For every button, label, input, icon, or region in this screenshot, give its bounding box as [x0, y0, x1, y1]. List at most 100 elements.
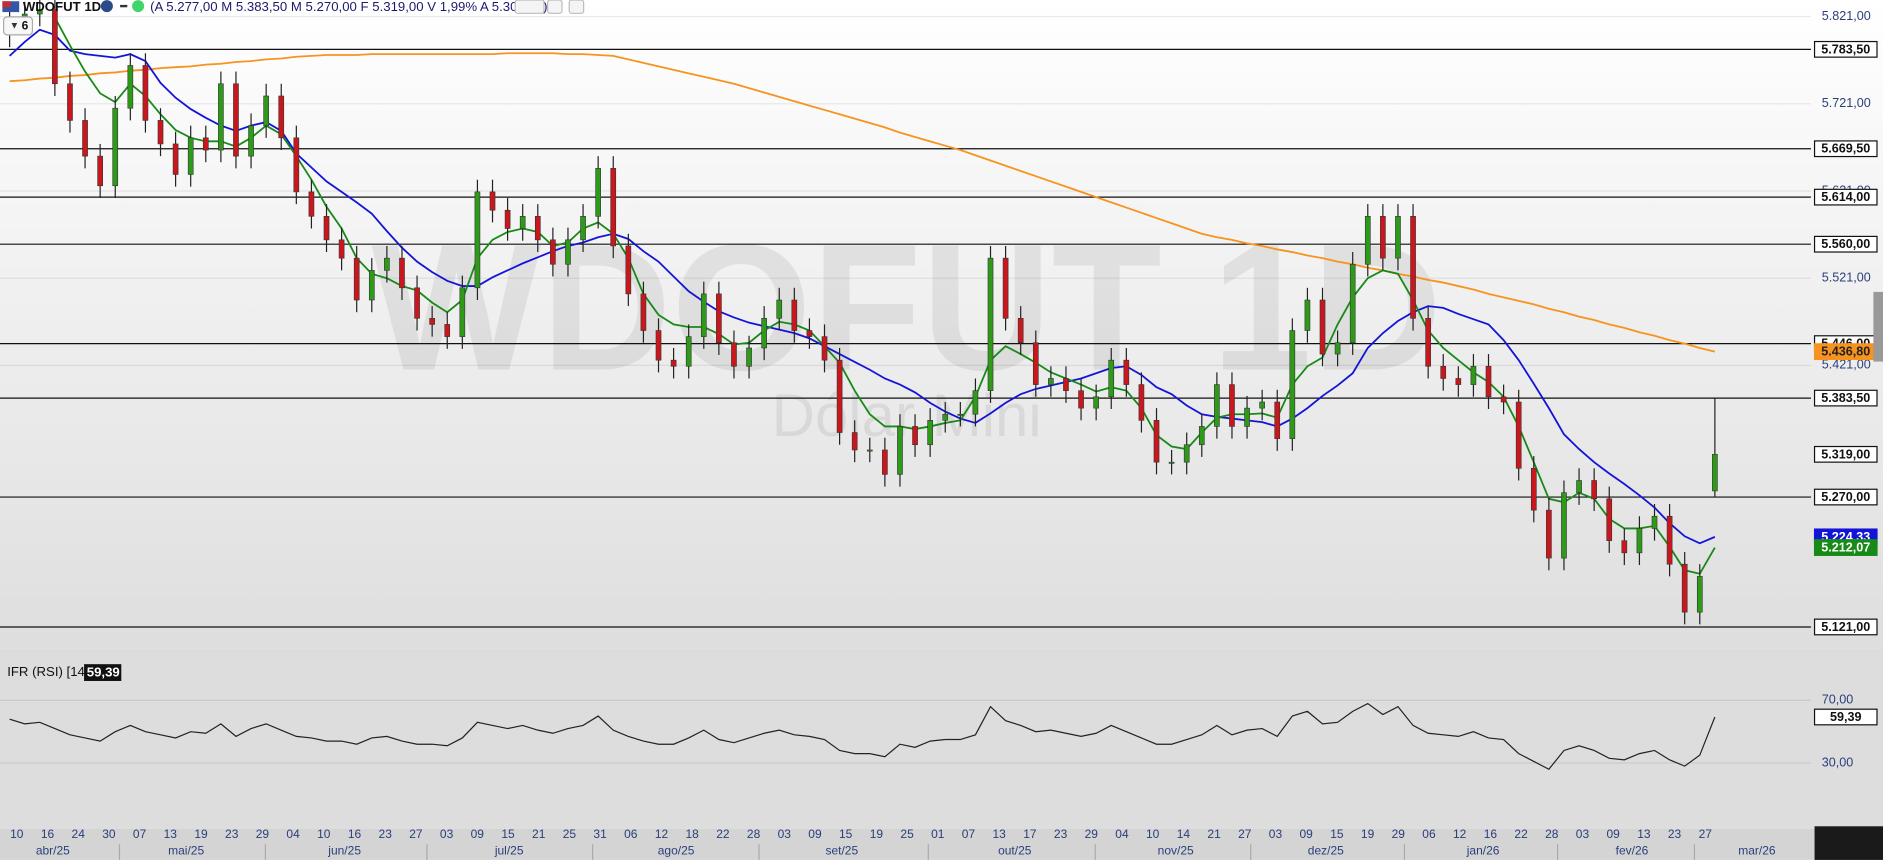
candle-body	[97, 155, 103, 187]
candle-body	[1063, 378, 1069, 391]
x-tick-label: 03	[778, 827, 792, 841]
candle-body	[233, 83, 239, 157]
candle-body	[1334, 342, 1341, 355]
x-tick-label: 22	[1514, 827, 1528, 841]
candle-body	[278, 95, 285, 139]
candle-body	[716, 293, 722, 344]
candle-body	[1561, 492, 1567, 559]
level-badge	[1813, 488, 1878, 506]
rsi-panel	[0, 648, 1883, 829]
candle-body	[368, 270, 375, 301]
corner-box	[1814, 826, 1883, 860]
moving-average-line	[9, 52, 1716, 353]
add-button[interactable]	[568, 0, 585, 14]
level-badge	[1813, 235, 1878, 253]
candle-body	[112, 107, 119, 187]
x-tick-label: 21	[532, 827, 546, 841]
x-tick-label: 14	[1177, 827, 1191, 841]
x-tick-label: 16	[1484, 827, 1498, 841]
candle-body	[700, 293, 707, 337]
x-tick-label: 22	[716, 827, 730, 841]
x-tick-label: 21	[1207, 827, 1221, 841]
candle-body	[595, 168, 601, 217]
level-badge	[1813, 140, 1878, 158]
candle-body	[82, 120, 88, 157]
candle-body	[308, 191, 315, 217]
candle-body	[912, 426, 918, 446]
month-label: set/25	[825, 844, 858, 858]
candle-body	[1651, 515, 1658, 529]
status-icon[interactable]	[132, 0, 145, 13]
candle-body	[1606, 498, 1613, 541]
exchange-icon	[100, 0, 113, 13]
candle-body	[202, 137, 209, 151]
x-tick-label: 10	[317, 827, 331, 841]
x-tick-label: 07	[962, 827, 976, 841]
price-panel	[0, 0, 1883, 649]
candle-body	[625, 245, 632, 295]
candle-body	[1289, 330, 1296, 439]
candle-body	[791, 299, 798, 331]
candle-body	[1349, 263, 1356, 344]
candle-body	[1108, 359, 1115, 398]
side-tab[interactable]	[1873, 291, 1883, 362]
candle-body	[1017, 318, 1024, 344]
x-tick-label: 29	[1392, 827, 1406, 841]
candle-body	[1500, 396, 1507, 403]
month-label: dez/25	[1308, 844, 1344, 858]
level-label: 5.614,00	[1821, 190, 1870, 204]
candle-body	[534, 216, 541, 241]
x-tick-label: 15	[1330, 827, 1344, 841]
rsi-badge-label: 59,39	[1830, 710, 1862, 724]
x-tick-label: 09	[1299, 827, 1313, 841]
candle-body	[670, 359, 677, 367]
x-tick-label: 24	[72, 827, 86, 841]
rsi-value: 59,39	[87, 665, 120, 680]
x-tick-label: 23	[1668, 827, 1682, 841]
candle-body	[338, 239, 345, 259]
month-label: jul/25	[494, 844, 524, 858]
month-label: fev/26	[1616, 844, 1649, 858]
level-label: 5.383,50	[1821, 391, 1870, 405]
candle-body	[1002, 257, 1009, 319]
level-badge	[1813, 40, 1878, 58]
candle-body	[640, 293, 647, 331]
settings-button[interactable]	[514, 0, 545, 14]
candle-body	[1364, 216, 1371, 265]
x-tick-label: 23	[1054, 827, 1068, 841]
rsi-badge	[1813, 708, 1878, 726]
candle-body	[1214, 384, 1220, 427]
x-tick-label: 06	[624, 827, 638, 841]
x-tick-label: 17	[1023, 827, 1037, 841]
level-label: 5.270,00	[1821, 490, 1870, 504]
candle-body	[1274, 401, 1281, 439]
level-badge	[1813, 618, 1878, 636]
level-badge	[1813, 188, 1878, 206]
candle-body	[851, 432, 858, 451]
candle-body	[187, 137, 194, 175]
x-tick-label: 18	[686, 827, 700, 841]
candle-body	[1380, 216, 1386, 259]
candle-body	[987, 257, 994, 391]
candle-body	[52, 9, 58, 85]
candle-body	[142, 65, 149, 121]
x-axis-strip	[0, 828, 1883, 860]
candle-body	[1410, 216, 1416, 319]
x-tick-label: 03	[1269, 827, 1283, 841]
candle-body	[746, 347, 752, 367]
x-tick-label: 07	[133, 827, 147, 841]
indicator-badge[interactable]	[3, 16, 34, 36]
x-tick-label: 23	[379, 827, 393, 841]
link-button[interactable]	[547, 0, 563, 14]
candle-body	[1636, 528, 1643, 554]
month-label: jan/26	[1466, 844, 1500, 858]
level-label: 5.783,50	[1821, 42, 1870, 56]
candle-body	[384, 257, 390, 271]
x-tick-label: 16	[348, 827, 362, 841]
x-tick-label: 09	[471, 827, 485, 841]
x-tick-label: 09	[1606, 827, 1620, 841]
candle-body	[504, 209, 511, 229]
x-tick-label: 23	[225, 827, 239, 841]
